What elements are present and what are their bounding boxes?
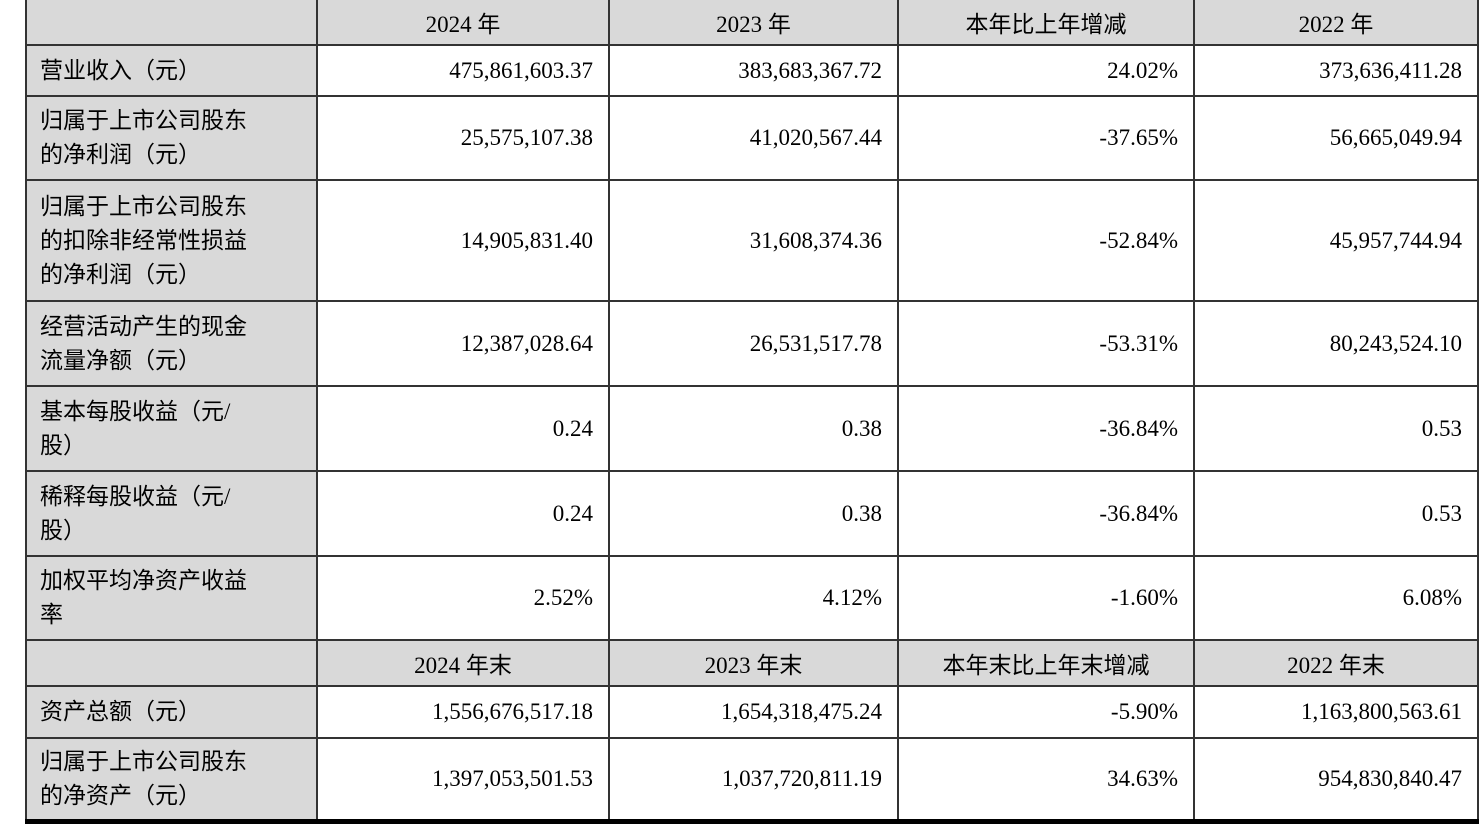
financial-summary-table: 2024 年 2023 年 本年比上年增减 2022 年 营业收入（元） 475… (25, 0, 1479, 824)
header-year-end-change: 本年末比上年末增减 (897, 639, 1195, 687)
cell-2022: 0.53 (1193, 470, 1479, 557)
cell-2024: 2.52% (316, 555, 610, 641)
header-2023-year-end: 2023 年末 (608, 639, 899, 687)
table-row-revenue: 营业收入（元） 475,861,603.37 383,683,367.72 24… (25, 44, 1479, 97)
cell-2023: 1,654,318,475.24 (608, 685, 899, 739)
cell-2024: 0.24 (316, 470, 610, 557)
cell-2024: 14,905,831.40 (316, 179, 610, 302)
cell-2024: 12,387,028.64 (316, 300, 610, 387)
cell-2023: 26,531,517.78 (608, 300, 899, 387)
cell-2022: 1,163,800,563.61 (1193, 685, 1479, 739)
header-blank-cell (25, 639, 318, 687)
row-label: 基本每股收益（元/ 股） (25, 385, 318, 472)
cell-change: -36.84% (897, 385, 1195, 472)
cell-2024: 0.24 (316, 385, 610, 472)
row-label: 归属于上市公司股东 的净资产（元） (25, 737, 318, 824)
header-blank-cell (25, 0, 318, 46)
cell-change: -1.60% (897, 555, 1195, 641)
header-2022: 2022 年 (1193, 0, 1479, 46)
cell-2022: 6.08% (1193, 555, 1479, 641)
table-row-weighted-avg-roe: 加权平均净资产收益 率 2.52% 4.12% -1.60% 6.08% (25, 555, 1479, 641)
table-row-net-profit: 归属于上市公司股东 的净利润（元） 25,575,107.38 41,020,5… (25, 95, 1479, 181)
year-end-header-row: 2024 年末 2023 年末 本年末比上年末增减 2022 年末 (25, 639, 1479, 687)
cell-change: -52.84% (897, 179, 1195, 302)
row-label: 稀释每股收益（元/ 股） (25, 470, 318, 557)
header-yoy-change: 本年比上年增减 (897, 0, 1195, 46)
cell-2023: 41,020,567.44 (608, 95, 899, 181)
cell-2024: 1,556,676,517.18 (316, 685, 610, 739)
table-row-net-assets: 归属于上市公司股东 的净资产（元） 1,397,053,501.53 1,037… (25, 737, 1479, 824)
cell-2024: 25,575,107.38 (316, 95, 610, 181)
cell-2023: 0.38 (608, 470, 899, 557)
cell-2022: 954,830,840.47 (1193, 737, 1479, 824)
cell-2023: 383,683,367.72 (608, 44, 899, 97)
header-2024: 2024 年 (316, 0, 610, 46)
row-label: 资产总额（元） (25, 685, 318, 739)
cell-2023: 4.12% (608, 555, 899, 641)
cell-2023: 0.38 (608, 385, 899, 472)
cell-2022: 56,665,049.94 (1193, 95, 1479, 181)
table-row-net-profit-excl-nonrecurring: 归属于上市公司股东 的扣除非经常性损益 的净利润（元） 14,905,831.4… (25, 179, 1479, 302)
table-row-total-assets: 资产总额（元） 1,556,676,517.18 1,654,318,475.2… (25, 685, 1479, 739)
row-label: 经营活动产生的现金 流量净额（元） (25, 300, 318, 387)
cell-2023: 1,037,720,811.19 (608, 737, 899, 824)
cell-change: 24.02% (897, 44, 1195, 97)
year-end-data-section: 2024 年末 2023 年末 本年末比上年末增减 2022 年末 资产总额（元… (25, 639, 1479, 824)
annual-header-row: 2024 年 2023 年 本年比上年增减 2022 年 (25, 0, 1479, 46)
row-label: 营业收入（元） (25, 44, 318, 97)
row-label: 加权平均净资产收益 率 (25, 555, 318, 641)
cell-change: 34.63% (897, 737, 1195, 824)
cell-2024: 1,397,053,501.53 (316, 737, 610, 824)
cell-2022: 45,957,744.94 (1193, 179, 1479, 302)
cell-2024: 475,861,603.37 (316, 44, 610, 97)
cell-2023: 31,608,374.36 (608, 179, 899, 302)
table-row-basic-eps: 基本每股收益（元/ 股） 0.24 0.38 -36.84% 0.53 (25, 385, 1479, 472)
row-label: 归属于上市公司股东 的扣除非经常性损益 的净利润（元） (25, 179, 318, 302)
header-2024-year-end: 2024 年末 (316, 639, 610, 687)
header-2022-year-end: 2022 年末 (1193, 639, 1479, 687)
header-2023: 2023 年 (608, 0, 899, 46)
cell-2022: 373,636,411.28 (1193, 44, 1479, 97)
cell-change: -5.90% (897, 685, 1195, 739)
cell-2022: 0.53 (1193, 385, 1479, 472)
row-label: 归属于上市公司股东 的净利润（元） (25, 95, 318, 181)
cell-change: -53.31% (897, 300, 1195, 387)
cell-change: -36.84% (897, 470, 1195, 557)
key-accounting-data-section: 2024 年 2023 年 本年比上年增减 2022 年 营业收入（元） 475… (25, 0, 1479, 641)
cell-change: -37.65% (897, 95, 1195, 181)
table-row-operating-cash-flow: 经营活动产生的现金 流量净额（元） 12,387,028.64 26,531,5… (25, 300, 1479, 387)
table-row-diluted-eps: 稀释每股收益（元/ 股） 0.24 0.38 -36.84% 0.53 (25, 470, 1479, 557)
cell-2022: 80,243,524.10 (1193, 300, 1479, 387)
